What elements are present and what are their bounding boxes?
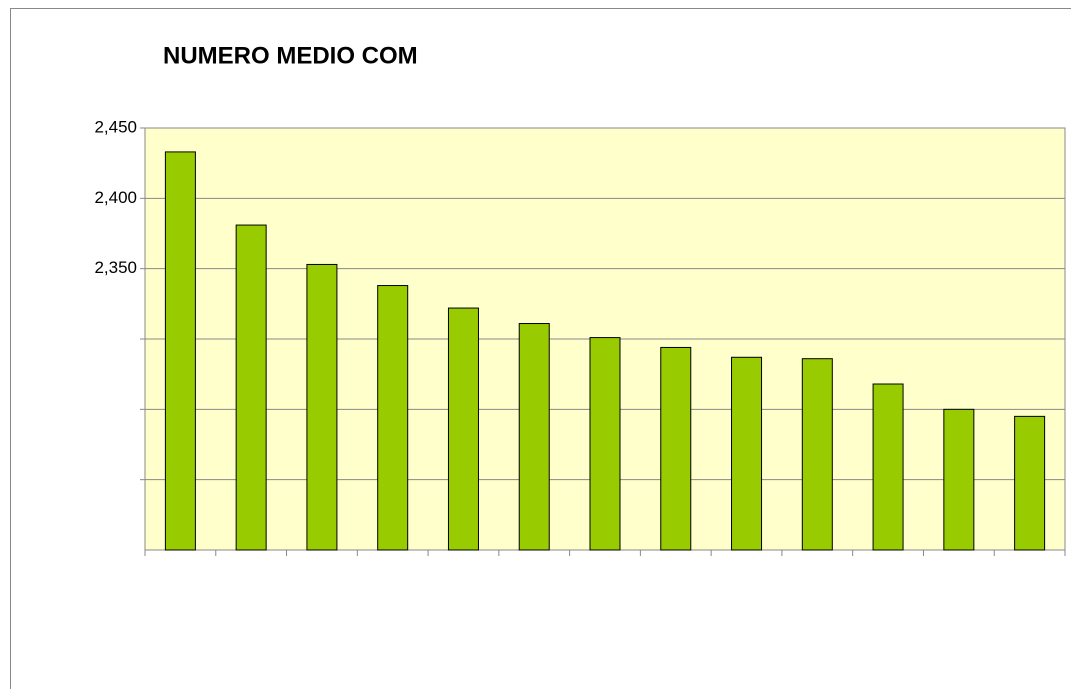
y-tick-label: 2,400 [94,188,137,207]
bar [943,408,975,551]
bar [731,356,763,551]
bar [589,337,621,551]
bar [872,383,904,551]
bar [660,346,692,551]
y-tick-label: 2,350 [94,258,137,277]
bar [518,323,550,551]
bar [1014,415,1046,551]
bar [235,224,267,551]
bar [801,358,833,551]
bar [306,263,338,551]
title-clip: NUMERO MEDIO COM [163,42,418,69]
bar [164,151,196,551]
y-tick-label: 2,450 [94,117,137,136]
chart-title: NUMERO MEDIO COM [163,42,418,69]
bar [377,285,409,551]
bar [447,307,479,551]
